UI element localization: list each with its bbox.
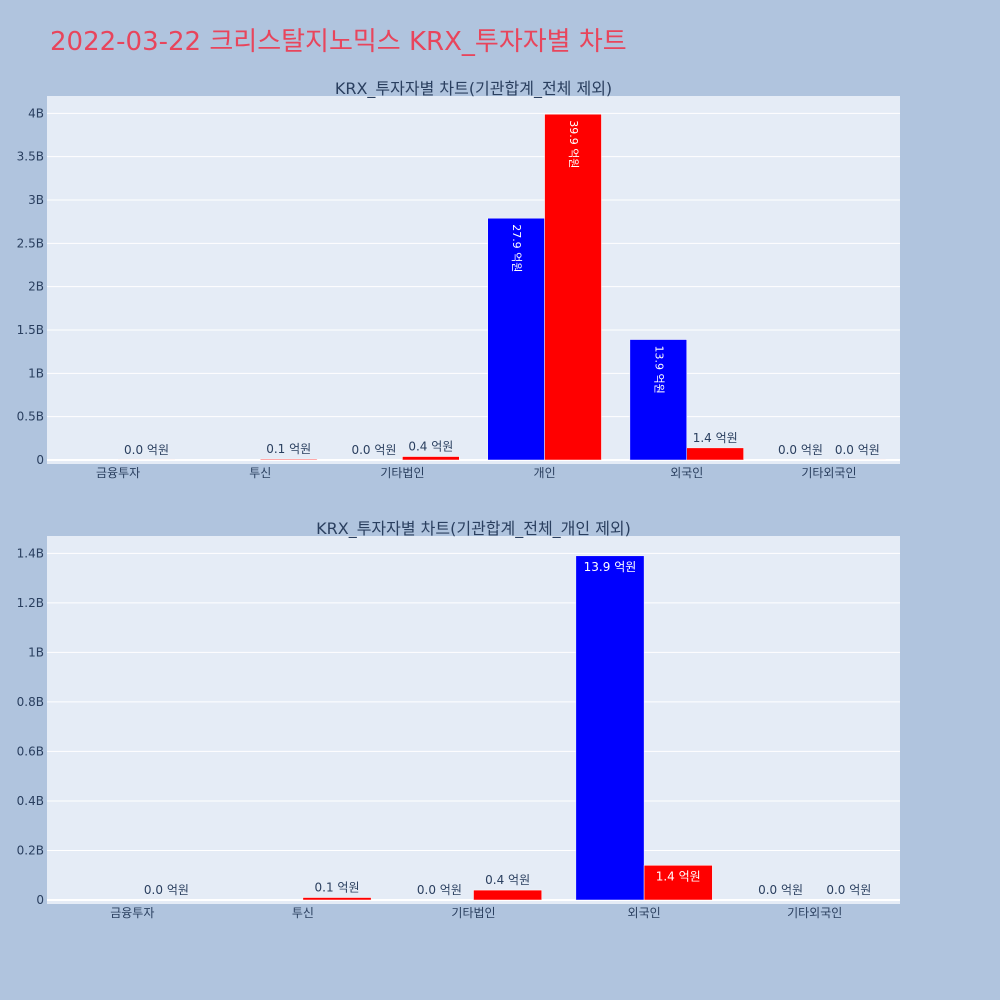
- bar-value-label: 27.9 억원: [510, 224, 523, 272]
- bar: [260, 458, 318, 461]
- x-category-label: 기타법인: [451, 906, 495, 920]
- y-tick-label: 2.5B: [17, 236, 44, 250]
- x-category-label: 기타법인: [380, 466, 424, 480]
- y-tick-label: 3.5B: [17, 150, 44, 164]
- chart-upper: KRX_투자자별 차트(기관합계_전체 제외) 0 0.5B 1B 1.5B 2B 2.5B…: [17, 79, 900, 480]
- bar: [544, 113, 602, 461]
- x-category-label: 투신: [249, 466, 271, 480]
- bar-value-label: 1.4 억원: [656, 869, 701, 883]
- bar-value-label: 0.0 억원: [778, 443, 823, 457]
- bar-value-label: 39.9 억원: [567, 120, 580, 168]
- plot-area: [47, 96, 900, 464]
- bar-value-label: 0.0 억원: [124, 443, 169, 457]
- bar-value-label: 0.1 억원: [315, 881, 360, 895]
- bar-value-label: 0.4 억원: [408, 440, 453, 454]
- bar-value-label: 0.0 억원: [144, 883, 189, 897]
- y-tick-label: 1B: [28, 645, 44, 659]
- x-category-label: 외국인: [670, 466, 703, 480]
- y-tick-label: 1.4B: [17, 546, 44, 560]
- bar: [686, 447, 744, 461]
- bar-value-label: 13.9 억원: [652, 346, 665, 394]
- x-category-label: 투신: [292, 906, 314, 920]
- bar-value-label: 0.0 억원: [758, 883, 803, 897]
- x-category-label: 개인: [534, 466, 556, 480]
- bar-value-label: 0.4 억원: [485, 873, 530, 887]
- bar: [629, 339, 688, 461]
- y-tick-label: 3B: [28, 193, 44, 207]
- bar-value-label: 1.4 억원: [693, 431, 738, 445]
- bar: [487, 217, 545, 461]
- bar-value-label: 0.0 억원: [351, 443, 396, 457]
- bar-value-label: 0.1 억원: [266, 442, 311, 456]
- y-tick-label: 1.2B: [17, 596, 44, 610]
- y-tick-label: 4B: [28, 106, 44, 120]
- y-tick-label: 0: [36, 453, 44, 467]
- bar: [575, 555, 645, 901]
- bar-value-label: 0.0 억원: [835, 443, 880, 457]
- x-category-label: 기타외국인: [801, 466, 856, 480]
- y-tick-label: 1.5B: [17, 323, 44, 337]
- page-title: 2022-03-22 크리스탈지노믹스 KRX_투자자별 차트: [50, 27, 627, 57]
- chart-lower: KRX_투자자별 차트(기관합계_전체_개인 제외) 0 0.2B 0.4B 0.6B 0…: [17, 519, 900, 920]
- bar: [473, 889, 542, 901]
- bar: [643, 865, 713, 901]
- bar-value-label: 0.0 억원: [826, 883, 871, 897]
- y-tick-label: 0.5B: [17, 410, 44, 424]
- x-category-label: 금융투자: [96, 466, 140, 480]
- y-tick-label: 1B: [28, 366, 44, 380]
- x-category-label: 기타외국인: [787, 906, 842, 920]
- y-tick-label: 0.4B: [17, 794, 44, 808]
- y-tick-label: 0.6B: [17, 744, 44, 758]
- bar: [302, 897, 372, 901]
- bar-value-label: 0.0 억원: [417, 883, 462, 897]
- y-tick-label: 0: [36, 893, 44, 907]
- chart-title: KRX_투자자별 차트(기관합계_전체 제외): [335, 79, 612, 99]
- y-tick-label: 0.2B: [17, 843, 44, 857]
- y-tick-label: 2B: [28, 280, 44, 294]
- chart-title: KRX_투자자별 차트(기관합계_전체_개인 제외): [316, 519, 631, 539]
- plot-area: [47, 536, 900, 904]
- y-tick-label: 0.8B: [17, 695, 44, 709]
- bar: [402, 456, 460, 461]
- x-category-label: 금융투자: [110, 906, 154, 920]
- x-category-label: 외국인: [628, 906, 661, 920]
- bar-value-label: 13.9 억원: [584, 560, 637, 574]
